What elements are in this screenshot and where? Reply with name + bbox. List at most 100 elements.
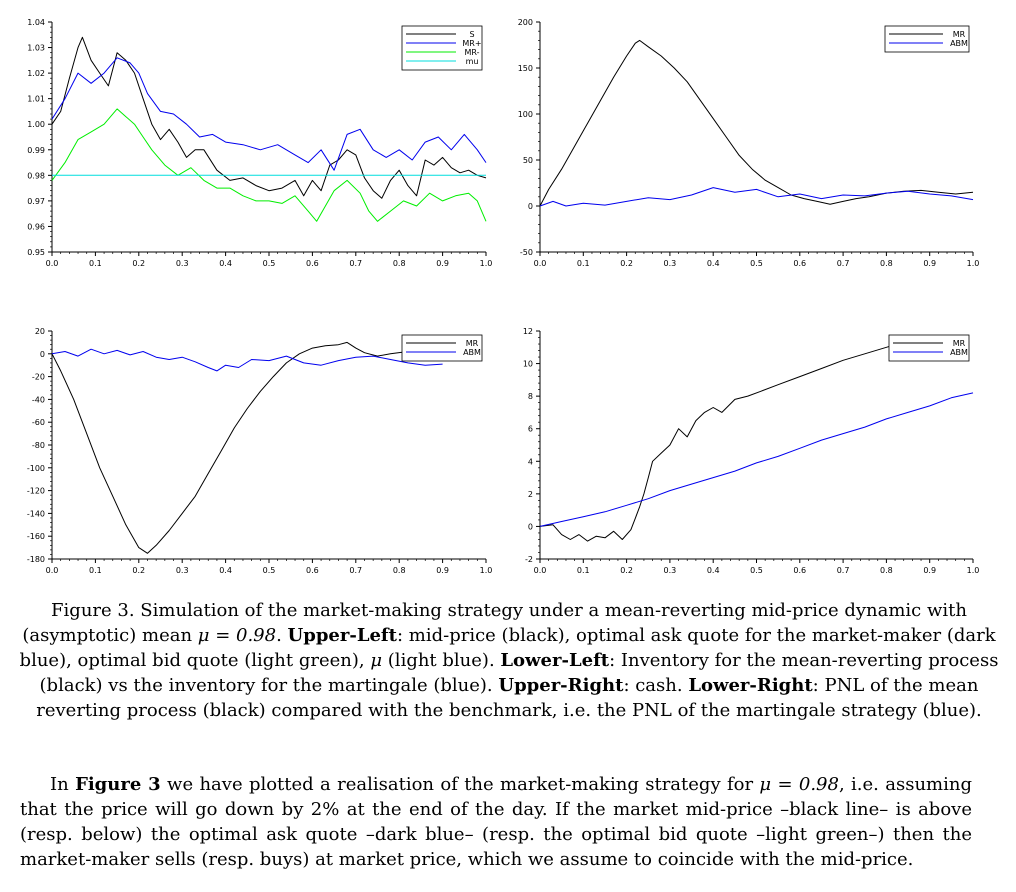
series-line-mr bbox=[539, 39, 974, 207]
y-tick-label: 0.95 bbox=[27, 248, 45, 257]
x-tick-label: 0.0 bbox=[46, 259, 59, 268]
series-line-abm bbox=[539, 392, 974, 527]
x-tick-label: 0.4 bbox=[707, 259, 720, 268]
legend-label: MR bbox=[953, 30, 966, 39]
x-tick-label: 0.3 bbox=[664, 259, 677, 268]
caption-text: : cash. bbox=[623, 675, 689, 696]
caption-upper-right-label: Upper-Right bbox=[498, 675, 624, 696]
y-tick-label: 1.03 bbox=[27, 44, 45, 53]
y-tick-label: 0 bbox=[528, 202, 533, 211]
x-tick-label: 0.4 bbox=[219, 259, 232, 268]
series-line-s bbox=[51, 36, 487, 199]
figure-3-charts: 0.0 0.1 0.2 0.3 0.4 0.5 0.6 0.7 0.8 0.9 1.0 0.95 0.9… bbox=[27, 18, 980, 575]
x-tick-label: 0.5 bbox=[263, 259, 276, 268]
paragraph-mu-equation: μ = 0.98 bbox=[759, 774, 839, 795]
legend-label: mu bbox=[466, 57, 479, 66]
x-tick-label: 0.3 bbox=[176, 259, 189, 268]
y-tick-label: 20 bbox=[35, 327, 45, 336]
x-tick-label: 0.1 bbox=[89, 259, 102, 268]
x-tick-label: 0.8 bbox=[880, 566, 893, 575]
y-tick-label: 0 bbox=[528, 522, 533, 531]
x-tick-label: 0.7 bbox=[837, 259, 850, 268]
y-tick-label: -2 bbox=[525, 555, 533, 564]
y-tick-label: 100 bbox=[518, 110, 533, 119]
y-tick-label: 0.96 bbox=[27, 222, 45, 231]
x-tick-label: 0.2 bbox=[620, 566, 633, 575]
x-tick-label: 0.8 bbox=[393, 259, 406, 268]
series-line-mr bbox=[539, 335, 930, 542]
y-tick-label: 6 bbox=[528, 425, 533, 434]
x-tick-label: 0.0 bbox=[534, 566, 547, 575]
paragraph-figure-ref: Figure 3 bbox=[75, 774, 161, 795]
x-tick-label: 0.6 bbox=[793, 566, 806, 575]
series-line-abm bbox=[51, 348, 443, 372]
paragraph-text: In bbox=[50, 774, 76, 795]
caption-text: . bbox=[276, 625, 288, 646]
legend-label: MR bbox=[466, 339, 479, 348]
y-tick-label: 0.97 bbox=[27, 197, 45, 206]
chart-upper-right: 0.0 0.1 0.2 0.3 0.4 0.5 0.6 0.7 0.8 0.9 1.0 -50 0 50 1… bbox=[518, 18, 980, 268]
x-tick-label: 0.5 bbox=[263, 566, 276, 575]
x-tick-label: 0.2 bbox=[620, 259, 633, 268]
x-tick-label: 0.1 bbox=[577, 566, 590, 575]
x-tick-label: 1.0 bbox=[480, 566, 493, 575]
y-tick-label: -50 bbox=[520, 248, 533, 257]
series-line-abm bbox=[539, 187, 974, 207]
x-tick-label: 0.7 bbox=[349, 259, 362, 268]
caption-text: : mid-price (black), optimal ask quote f… bbox=[19, 625, 996, 671]
y-tick-label: 10 bbox=[523, 360, 533, 369]
legend-label: ABM bbox=[950, 348, 968, 357]
y-tick-label: -140 bbox=[27, 509, 45, 518]
body-paragraph: In Figure 3 we have plotted a realisatio… bbox=[20, 772, 972, 872]
chart-upper-left: 0.0 0.1 0.2 0.3 0.4 0.5 0.6 0.7 0.8 0.9 1.0 0.95 0.9… bbox=[27, 18, 492, 268]
legend-label: MR+ bbox=[462, 39, 481, 48]
figure-caption: Figure 3. Simulation of the market-makin… bbox=[14, 598, 1004, 723]
x-tick-label: 0.6 bbox=[793, 259, 806, 268]
x-tick-label: 0.4 bbox=[707, 566, 720, 575]
x-tick-label: 0.1 bbox=[89, 566, 102, 575]
legend-label: ABM bbox=[950, 39, 968, 48]
x-tick-label: 0.4 bbox=[219, 566, 232, 575]
y-tick-label: 1.02 bbox=[27, 69, 45, 78]
legend-label: MR- bbox=[464, 48, 479, 57]
x-tick-label: 0.3 bbox=[664, 566, 677, 575]
x-tick-label: 0.0 bbox=[46, 566, 59, 575]
y-tick-label: 50 bbox=[523, 156, 533, 165]
x-tick-label: 0.8 bbox=[393, 566, 406, 575]
x-tick-label: 0.5 bbox=[750, 259, 763, 268]
x-tick-label: 0.0 bbox=[534, 259, 547, 268]
legend-label: ABM bbox=[463, 348, 481, 357]
x-tick-label: 0.7 bbox=[349, 566, 362, 575]
caption-lower-right-label: Lower-Right bbox=[688, 675, 813, 696]
x-tick-label: 0.6 bbox=[306, 566, 319, 575]
x-tick-label: 0.3 bbox=[176, 566, 189, 575]
y-tick-label: 0.98 bbox=[27, 171, 45, 180]
x-tick-label: 0.1 bbox=[577, 259, 590, 268]
caption-mu-equation: μ = 0.98 bbox=[197, 625, 277, 646]
y-tick-label: 4 bbox=[528, 457, 533, 466]
legend: SMR+MR-mu bbox=[401, 25, 483, 71]
y-tick-label: 12 bbox=[523, 327, 533, 336]
x-tick-label: 0.2 bbox=[132, 566, 145, 575]
x-tick-label: 0.9 bbox=[436, 566, 449, 575]
y-tick-label: 0.99 bbox=[27, 146, 45, 155]
x-tick-label: 0.9 bbox=[923, 259, 936, 268]
y-tick-label: 1.00 bbox=[27, 120, 45, 129]
y-tick-label: -80 bbox=[32, 441, 45, 450]
x-tick-label: 0.5 bbox=[750, 566, 763, 575]
chart-lower-right: 0.0 0.1 0.2 0.3 0.4 0.5 0.6 0.7 0.8 0.9 1.0 -2 0 2 4 6 8… bbox=[523, 327, 980, 575]
y-tick-label: 1.04 bbox=[27, 18, 45, 27]
y-tick-label: -120 bbox=[27, 487, 45, 496]
caption-text: (light blue). bbox=[382, 650, 501, 671]
x-tick-label: 1.0 bbox=[480, 259, 493, 268]
y-tick-label: -60 bbox=[32, 418, 45, 427]
y-tick-label: 1.01 bbox=[27, 95, 45, 104]
x-tick-label: 0.7 bbox=[837, 566, 850, 575]
legend-box bbox=[401, 334, 483, 362]
y-tick-label: -180 bbox=[27, 555, 45, 564]
y-tick-label: -40 bbox=[32, 395, 45, 404]
series-line-mr- bbox=[51, 108, 487, 222]
